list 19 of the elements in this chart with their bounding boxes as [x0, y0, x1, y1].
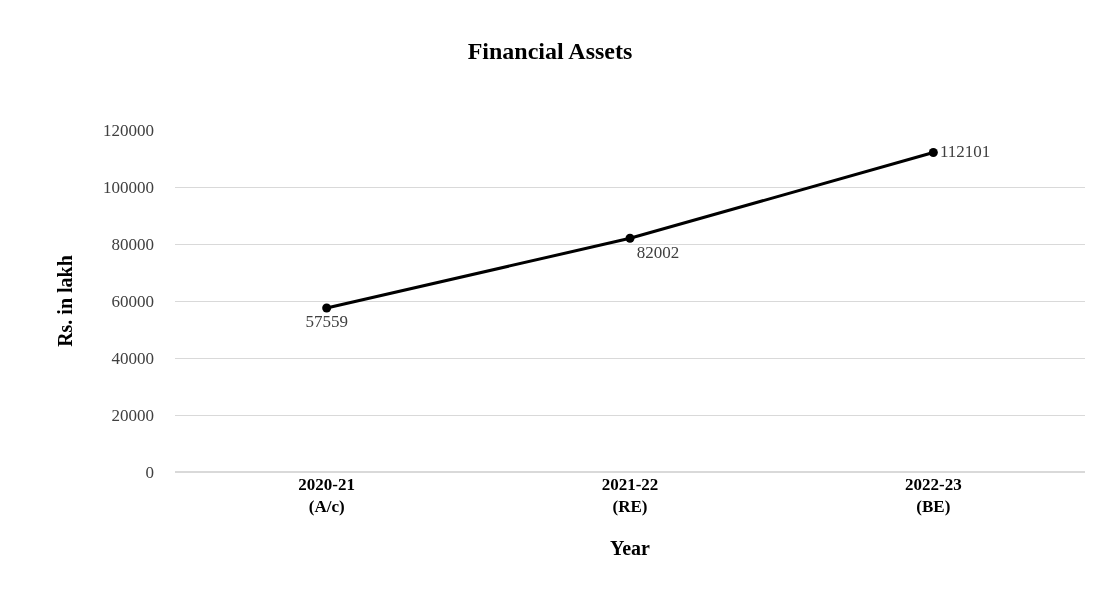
y-tick-label: 0: [145, 462, 154, 482]
y-tick-label: 120000: [103, 120, 154, 140]
point: [928, 148, 938, 158]
x-axis-title: Year: [610, 536, 651, 559]
y-tick-label: 100000: [103, 177, 154, 197]
y-tick-label: 80000: [111, 234, 154, 254]
data-label: 112101: [939, 141, 991, 161]
x-tick-label: 2022-23 (BE): [904, 475, 962, 517]
y-tick-label: 20000: [111, 405, 154, 425]
point: [625, 233, 635, 243]
point: [322, 303, 332, 313]
y-tick-label: 40000: [111, 348, 154, 368]
data-label: 82002: [636, 242, 680, 262]
y-tick-label: 60000: [111, 291, 154, 311]
x-tick-label: 2020-21 (A/c): [298, 475, 356, 517]
chart-title: Financial Assets: [467, 37, 633, 64]
x-tick-label: 2021-22 (RE): [601, 475, 659, 517]
data-label: 57559: [305, 312, 348, 332]
y-axis-title: Rs. in lakh: [53, 255, 76, 347]
